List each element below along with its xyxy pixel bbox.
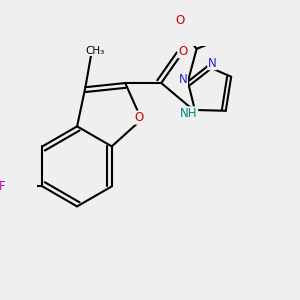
Text: O: O bbox=[176, 14, 185, 27]
Text: F: F bbox=[0, 180, 6, 193]
Text: O: O bbox=[135, 111, 144, 124]
Text: NH: NH bbox=[180, 107, 198, 120]
Text: O: O bbox=[178, 45, 188, 58]
Text: N: N bbox=[179, 73, 188, 86]
Text: CH₃: CH₃ bbox=[86, 46, 105, 56]
Text: N: N bbox=[208, 57, 217, 70]
